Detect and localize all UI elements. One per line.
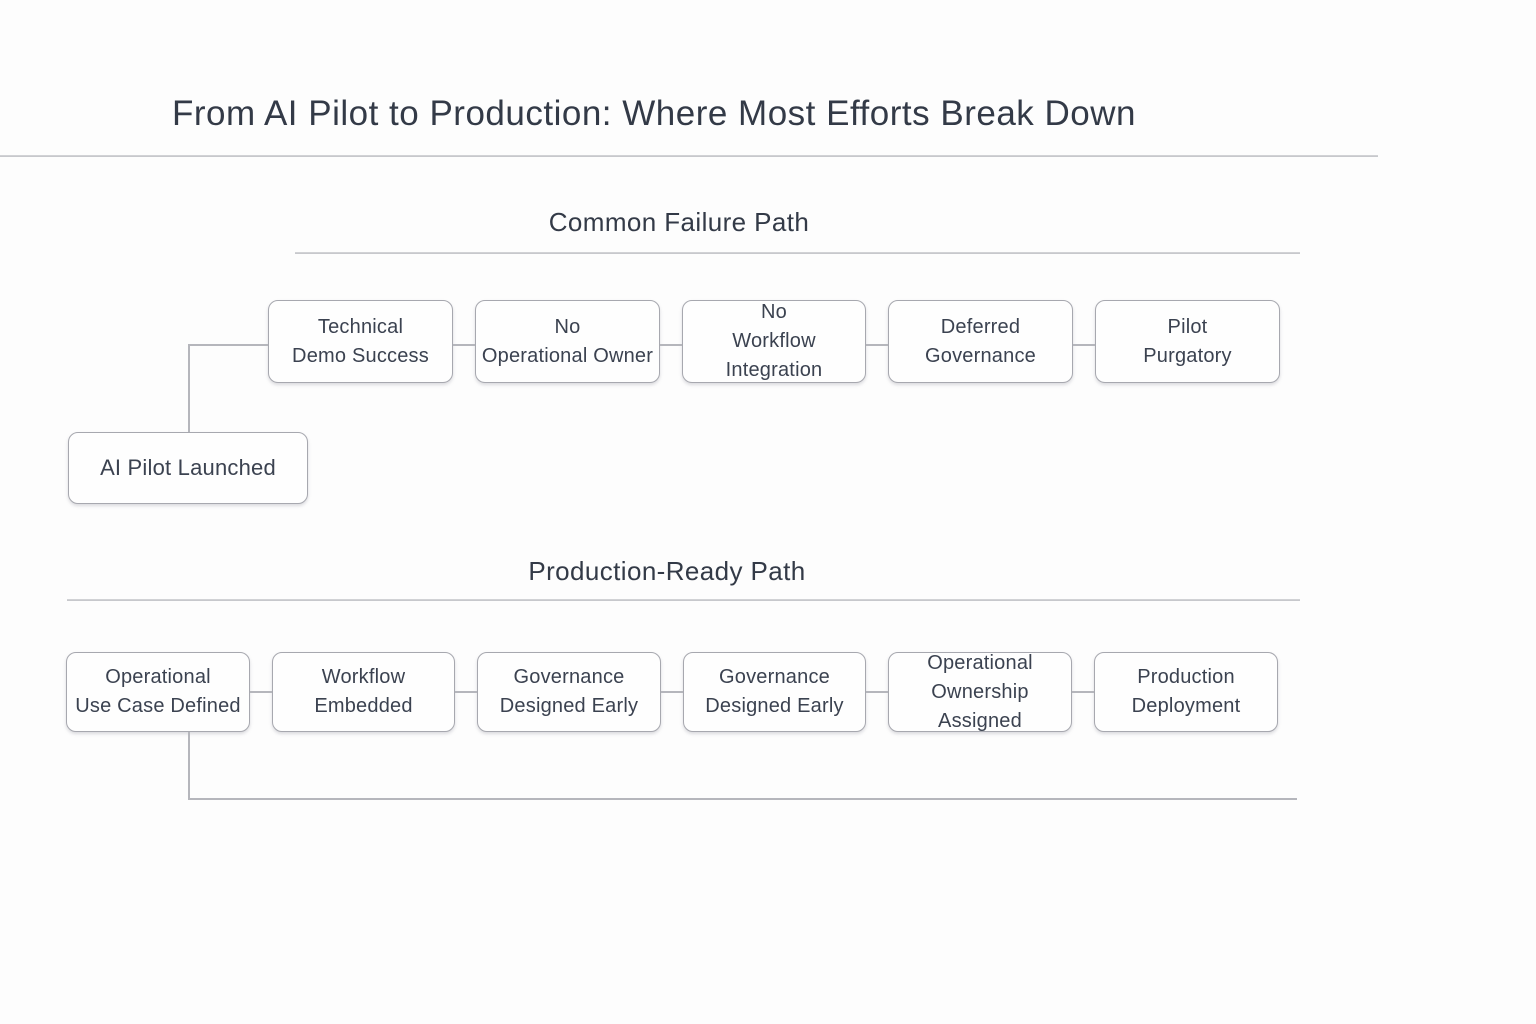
connector-line: [188, 798, 1297, 800]
node-ai-pilot-launched: AI Pilot Launched: [68, 432, 308, 504]
node-no-operational-owner: No Operational Owner: [475, 300, 660, 383]
connector-line: [1072, 691, 1094, 693]
node-pilot-purgatory: Pilot Purgatory: [1095, 300, 1280, 383]
connector-line: [1073, 344, 1095, 346]
ready-path-divider: [67, 599, 1300, 601]
connector-line: [188, 344, 268, 346]
page-title: From AI Pilot to Production: Where Most …: [172, 94, 1136, 133]
node-governance-designed-early-1: Governance Designed Early: [477, 652, 661, 732]
node-governance-designed-early-2: Governance Designed Early: [683, 652, 866, 732]
ready-path-heading: Production-Ready Path: [528, 556, 806, 586]
failure-path-divider: [295, 252, 1300, 254]
node-deferred-governance: Deferred Governance: [888, 300, 1073, 383]
connector-line: [453, 344, 475, 346]
failure-path-heading: Common Failure Path: [548, 207, 810, 237]
node-workflow-embedded: Workflow Embedded: [272, 652, 455, 732]
connector-line: [661, 691, 683, 693]
connector-line: [250, 691, 272, 693]
node-production-deployment: Production Deployment: [1094, 652, 1278, 732]
node-technical-demo-success: Technical Demo Success: [268, 300, 453, 383]
node-no-workflow-integration: No Workflow Integration: [682, 300, 866, 383]
connector-line: [188, 344, 190, 432]
node-operational-ownership-assigned: Operational Ownership Assigned: [888, 652, 1072, 732]
connector-line: [188, 732, 190, 800]
connector-line: [455, 691, 477, 693]
connector-line: [866, 344, 888, 346]
connector-line: [660, 344, 682, 346]
node-operational-use-case-defined: Operational Use Case Defined: [66, 652, 250, 732]
connector-line: [866, 691, 888, 693]
title-divider: [0, 155, 1378, 157]
